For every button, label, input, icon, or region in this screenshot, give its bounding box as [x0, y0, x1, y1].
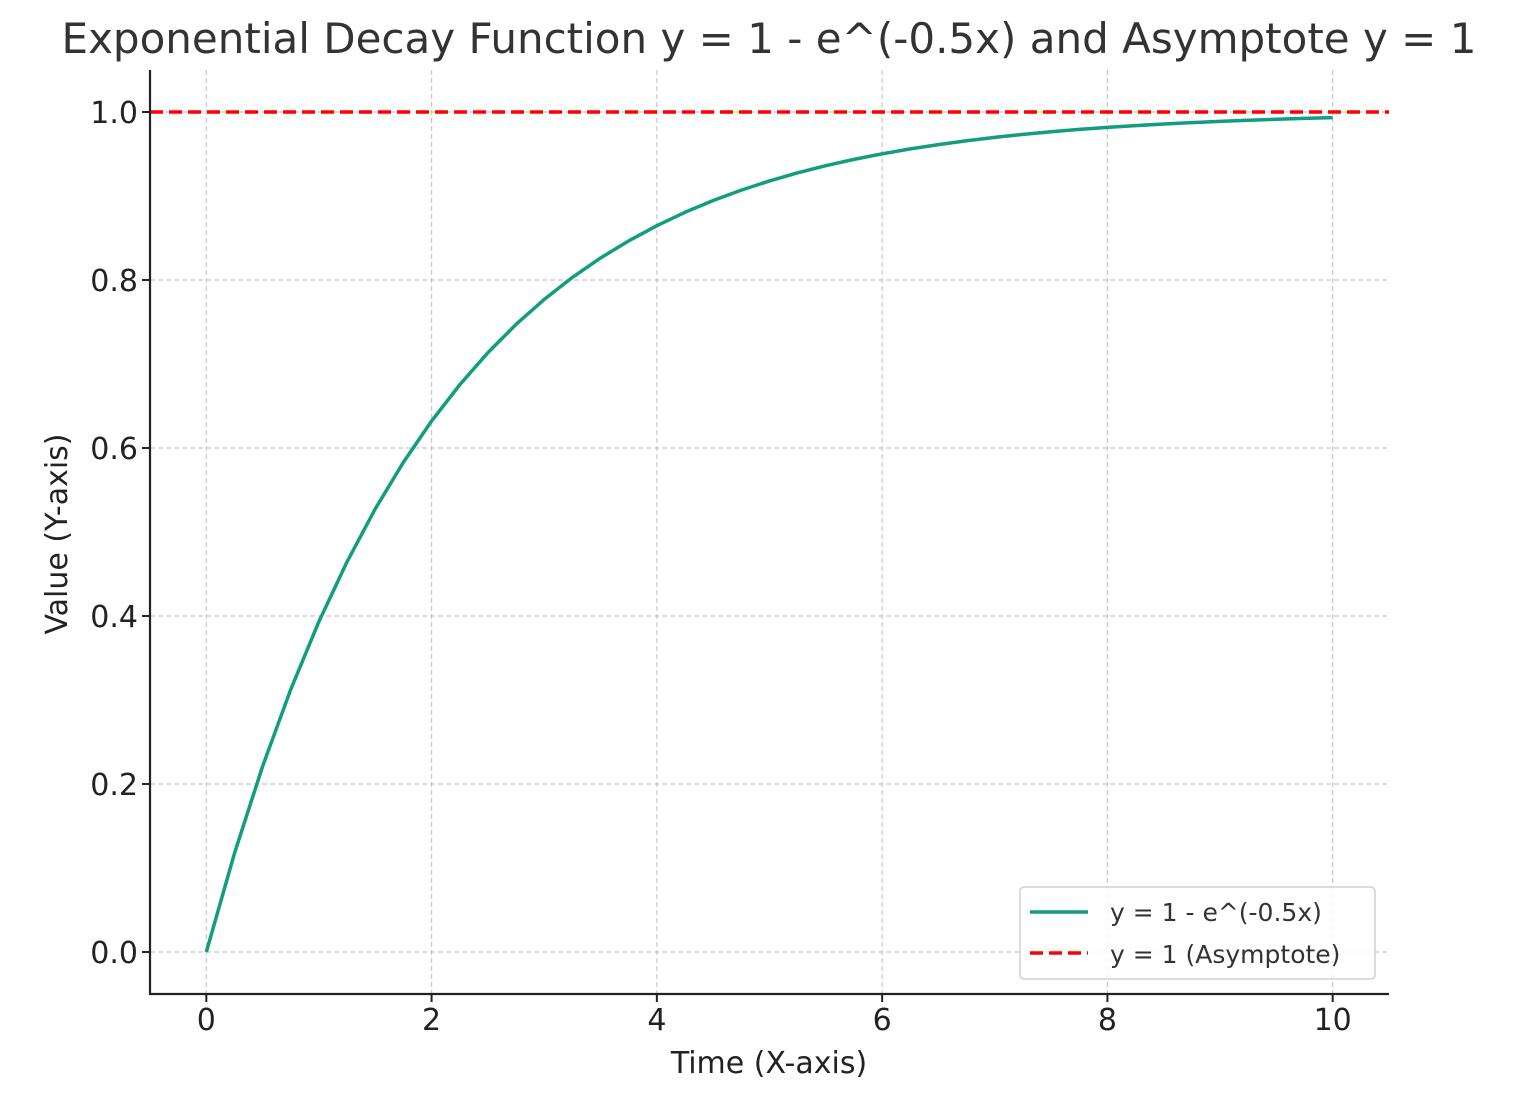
x-tick-label: 2 [422, 1003, 441, 1038]
x-tick-label: 0 [197, 1003, 216, 1038]
legend: y = 1 - e^(-0.5x) y = 1 (Asymptote) [1019, 886, 1376, 980]
x-axis-label: Time (X-axis) [670, 1046, 867, 1081]
y-tick-label: 0.4 [90, 600, 138, 635]
x-tick-label: 10 [1314, 1003, 1352, 1038]
x-tick-label: 4 [647, 1003, 666, 1038]
series-layer [150, 110, 1389, 953]
legend-entry-curve: y = 1 - e^(-0.5x) [1110, 898, 1322, 927]
grid-lines [150, 70, 1389, 994]
axis-ticks: 0 2 4 6 8 10 0.0 0.2 0.4 0.6 0.8 1.0 [90, 96, 1351, 1038]
legend-entry-asymptote: y = 1 (Asymptote) [1110, 940, 1340, 969]
y-tick-label: 0.2 [90, 768, 138, 803]
y-tick-label: 1.0 [90, 96, 138, 131]
x-tick-label: 8 [1098, 1003, 1117, 1038]
chart-title: Exponential Decay Function y = 1 - e^(-0… [62, 14, 1477, 63]
legend-box [1019, 886, 1376, 980]
y-tick-label: 0.6 [90, 432, 138, 467]
y-axis-label: Value (Y-axis) [40, 433, 75, 634]
y-tick-label: 0.0 [90, 936, 138, 971]
series-line-curve [204, 115, 1333, 953]
axis-spines [148, 70, 1389, 996]
x-tick-label: 6 [873, 1003, 892, 1038]
y-tick-label: 0.8 [90, 264, 138, 299]
